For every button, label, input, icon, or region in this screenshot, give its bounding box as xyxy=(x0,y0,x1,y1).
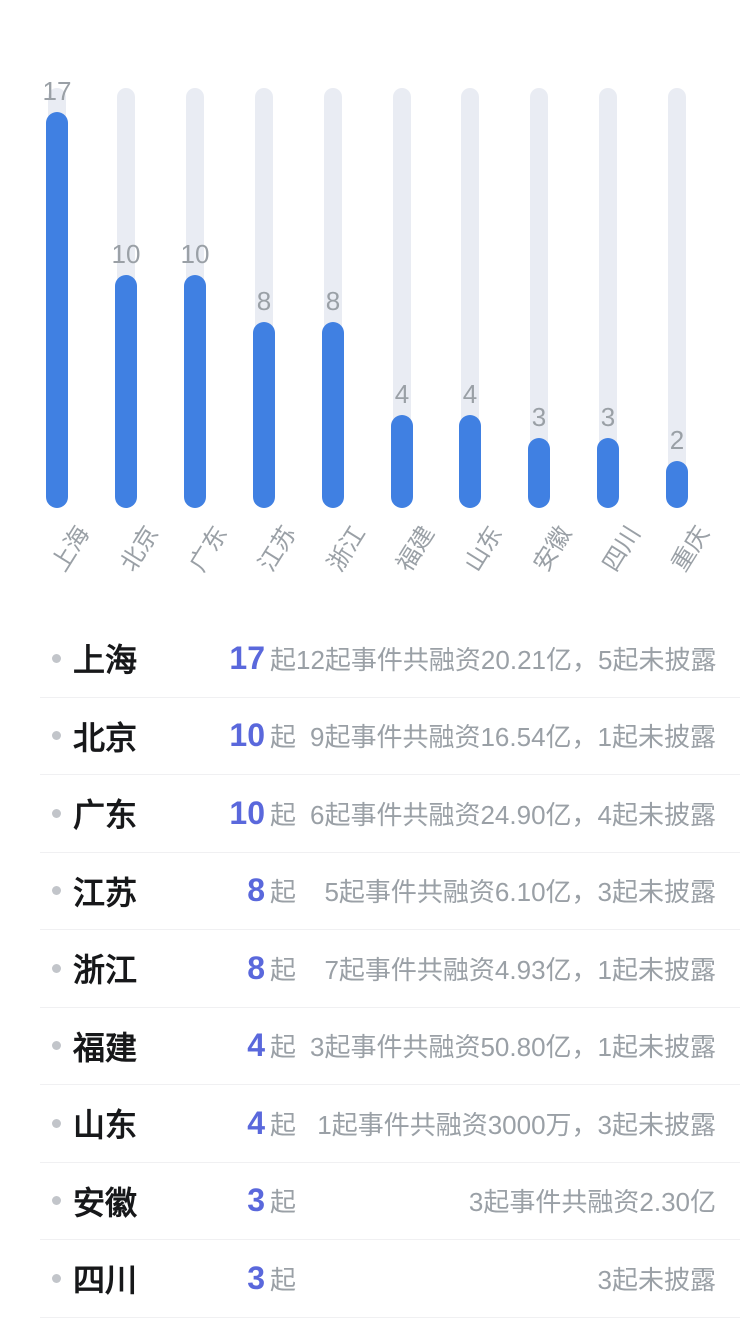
count-unit: 起 xyxy=(270,1109,297,1140)
event-count: 17 xyxy=(229,639,265,676)
list-item-四川[interactable]: 四川 3 起 3起未披露 xyxy=(40,1240,740,1318)
bullet-dot-icon xyxy=(52,808,61,818)
event-count: 10 xyxy=(229,794,265,831)
bar-福建[interactable] xyxy=(391,415,413,508)
region-name: 浙江 xyxy=(73,952,138,989)
event-count: 3 xyxy=(247,1182,265,1219)
event-count: 4 xyxy=(247,1104,265,1141)
bar-浙江[interactable] xyxy=(322,322,344,508)
count-unit: 起 xyxy=(270,1264,297,1295)
bullet-dot-icon xyxy=(52,1041,61,1051)
bar-value-label: 4 xyxy=(462,379,478,409)
bar-track xyxy=(461,88,479,508)
event-count: 8 xyxy=(247,949,265,986)
count-unit: 起 xyxy=(270,954,297,985)
bar-track xyxy=(530,88,548,508)
bar-value-label: 8 xyxy=(325,286,341,316)
bar-track xyxy=(599,88,617,508)
bar-value-label: 10 xyxy=(180,239,210,269)
bullet-dot-icon xyxy=(52,731,61,741)
bar-北京[interactable] xyxy=(115,275,137,508)
region-name: 上海 xyxy=(73,642,138,679)
region-name: 山东 xyxy=(73,1107,138,1144)
region-name: 四川 xyxy=(73,1262,138,1299)
bar-track xyxy=(393,88,411,508)
bar-value-label: 10 xyxy=(111,239,141,269)
list-item-浙江[interactable]: 浙江 8 起 7起事件共融资4.93亿，1起未披露 xyxy=(40,930,740,1008)
list-item-江苏[interactable]: 江苏 8 起 5起事件共融资6.10亿，3起未披露 xyxy=(40,852,740,930)
count-unit: 起 xyxy=(270,722,297,753)
funding-summary: 12起事件共融资20.21亿，5起未披露 xyxy=(296,644,717,675)
bar-value-label: 3 xyxy=(531,402,547,432)
region-funding-list: 上海 17 起 12起事件共融资20.21亿，5起未披露 北京 10 起 9起事… xyxy=(0,620,750,1318)
bullet-dot-icon xyxy=(52,1273,61,1283)
list-item-福建[interactable]: 福建 4 起 3起事件共融资50.80亿，1起未披露 xyxy=(40,1007,740,1085)
count-unit: 起 xyxy=(270,877,297,908)
event-count: 10 xyxy=(229,717,265,754)
bullet-dot-icon xyxy=(52,1196,61,1206)
bar-广东[interactable] xyxy=(184,275,206,508)
bar-value-label: 17 xyxy=(42,76,72,106)
count-unit: 起 xyxy=(270,1187,297,1218)
region-name: 福建 xyxy=(73,1029,138,1066)
bar-安徽[interactable] xyxy=(528,438,550,508)
funding-summary: 3起事件共融资50.80亿，1起未披露 xyxy=(310,1032,716,1063)
region-name: 广东 xyxy=(73,797,138,834)
event-count: 3 xyxy=(247,1259,265,1296)
bar-value-label: 8 xyxy=(256,286,272,316)
bullet-dot-icon xyxy=(52,653,61,663)
funding-summary: 3起事件共融资2.30亿 xyxy=(468,1187,716,1218)
bullet-dot-icon xyxy=(52,886,61,896)
list-item-广东[interactable]: 广东 10 起 6起事件共融资24.90亿，4起未披露 xyxy=(40,775,740,853)
region-name: 北京 xyxy=(73,719,138,756)
funding-summary: 7起事件共融资4.93亿，1起未披露 xyxy=(324,954,716,985)
bar-value-label: 4 xyxy=(394,379,410,409)
bar-重庆[interactable] xyxy=(666,461,688,508)
list-item-山东[interactable]: 山东 4 起 1起事件共融资3000万，3起未披露 xyxy=(40,1085,740,1163)
bar-上海[interactable] xyxy=(46,112,68,508)
list-item-北京[interactable]: 北京 10 起 9起事件共融资16.54亿，1起未披露 xyxy=(40,697,740,775)
funding-summary: 6起事件共融资24.90亿，4起未披露 xyxy=(310,799,716,830)
funding-summary: 1起事件共融资3000万，3起未披露 xyxy=(317,1109,716,1140)
bar-四川[interactable] xyxy=(597,438,619,508)
bullet-dot-icon xyxy=(52,1118,61,1128)
bar-山东[interactable] xyxy=(459,415,481,508)
region-name: 安徽 xyxy=(73,1184,138,1221)
funding-summary: 5起事件共融资6.10亿，3起未披露 xyxy=(324,877,716,908)
list-item-安徽[interactable]: 安徽 3 起 3起事件共融资2.30亿 xyxy=(40,1162,740,1240)
list-item-上海[interactable]: 上海 17 起 12起事件共融资20.21亿，5起未披露 xyxy=(40,620,740,698)
funding-summary: 3起未披露 xyxy=(597,1264,716,1295)
funding-summary: 9起事件共融资16.54亿，1起未披露 xyxy=(310,722,716,753)
event-count: 8 xyxy=(247,872,265,909)
bar-value-label: 3 xyxy=(600,402,616,432)
bar-value-label: 2 xyxy=(669,425,685,455)
count-unit: 起 xyxy=(270,799,297,830)
bar-江苏[interactable] xyxy=(253,322,275,508)
bar-track xyxy=(668,88,686,508)
count-unit: 起 xyxy=(270,1032,297,1063)
event-count: 4 xyxy=(247,1027,265,1064)
bar-chart: 17 上海 10 北京 10 广东 8 江苏 8 浙江 4 福建 4 山东 3 安徽 3 四川 2 重庆 xyxy=(0,0,750,620)
region-name: 江苏 xyxy=(73,874,138,911)
bullet-dot-icon xyxy=(52,963,61,973)
count-unit: 起 xyxy=(270,644,297,675)
